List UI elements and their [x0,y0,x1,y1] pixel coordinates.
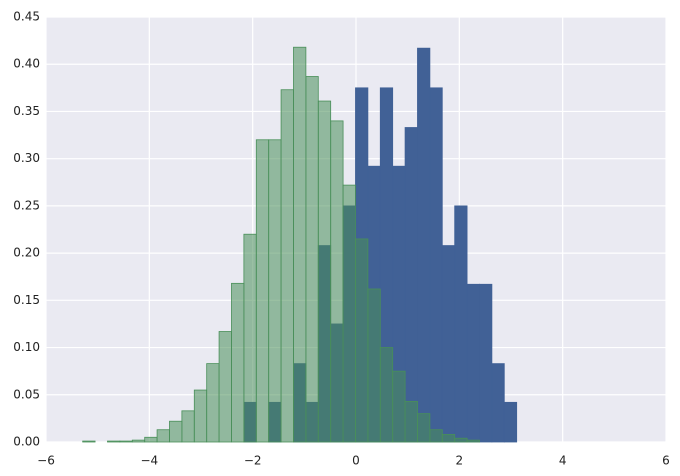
histogram-bar [417,413,431,443]
x-tick-label: 6 [662,454,670,468]
histogram-bar [193,389,208,443]
histogram-bar [454,437,468,443]
histogram-bar [169,420,183,443]
histogram-bar [454,205,468,443]
y-tick-label: 0.40 [13,57,40,71]
y-tick-label: 0.25 [13,198,40,212]
y-tick-label: 0.00 [13,435,40,449]
histogram-bar [379,347,394,443]
histogram-bar [479,283,493,443]
histogram-bar [206,363,220,443]
histogram-bar [144,436,158,443]
histogram-bar [255,139,270,443]
y-tick-label: 0.35 [13,104,40,118]
histogram-bar [417,47,431,443]
histogram-bar [491,363,505,443]
x-tick-label: −6 [37,454,55,468]
y-tick-label: 0.30 [13,151,40,165]
y-tick-label: 0.20 [13,246,40,260]
x-tick-label: −4 [140,454,158,468]
histogram-bar [404,400,418,443]
histogram-bar [342,184,356,443]
histogram-bar [231,282,245,443]
y-tick-label: 0.15 [13,293,40,307]
y-tick-label: 0.05 [13,387,40,401]
histogram-bar [466,283,480,443]
histogram-bar [466,439,480,443]
histogram-bar [280,89,294,443]
x-tick-label: 2 [456,454,464,468]
histogram-bar [441,434,456,443]
histogram-bar [429,87,443,443]
histogram-bar [404,127,418,443]
histogram-bar [305,76,319,443]
histogram-bar [429,429,443,443]
histogram-bar [503,401,518,443]
histogram-bar [355,238,369,443]
x-tick-label: 4 [559,454,567,468]
histogram-bar [367,288,381,443]
histogram-bar [330,120,344,443]
x-tick-label: −2 [244,454,262,468]
histogram-bar [156,429,170,443]
histogram-bar [119,440,133,443]
histogram-bar [82,440,96,443]
histogram-bar [392,370,406,443]
histogram-bar [317,100,332,443]
histogram-bar [441,245,456,443]
histogram-bar [107,440,121,443]
x-tick-label: 0 [352,454,360,468]
histogram-bar [131,439,146,443]
histogram-bar [293,46,307,443]
histogram-bar [218,331,232,443]
y-tick-label: 0.45 [13,10,40,24]
histogram-bar [268,139,282,443]
histogram-bar [181,410,195,443]
histogram-bar [243,233,257,443]
y-tick-label: 0.10 [13,340,40,354]
